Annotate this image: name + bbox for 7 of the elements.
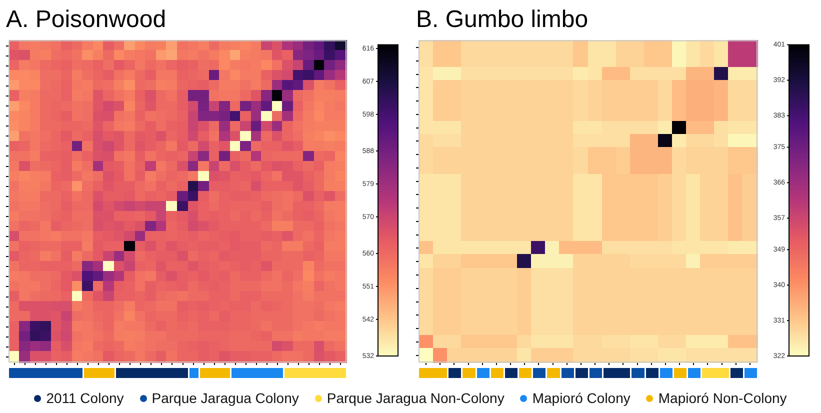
legend-label: Parque Jaragua Colony bbox=[152, 390, 299, 406]
legend-label: Mapioró Non-Colony bbox=[658, 390, 787, 406]
legend-label: 2011 Colony bbox=[46, 390, 124, 406]
chart-title: B. Gumbo limbo bbox=[416, 6, 588, 34]
legend-label: Parque Jaragua Non-Colony bbox=[326, 390, 504, 406]
chart-title: A. Poisonwood bbox=[6, 6, 166, 34]
legend-label: Mapioró Colony bbox=[532, 390, 630, 406]
